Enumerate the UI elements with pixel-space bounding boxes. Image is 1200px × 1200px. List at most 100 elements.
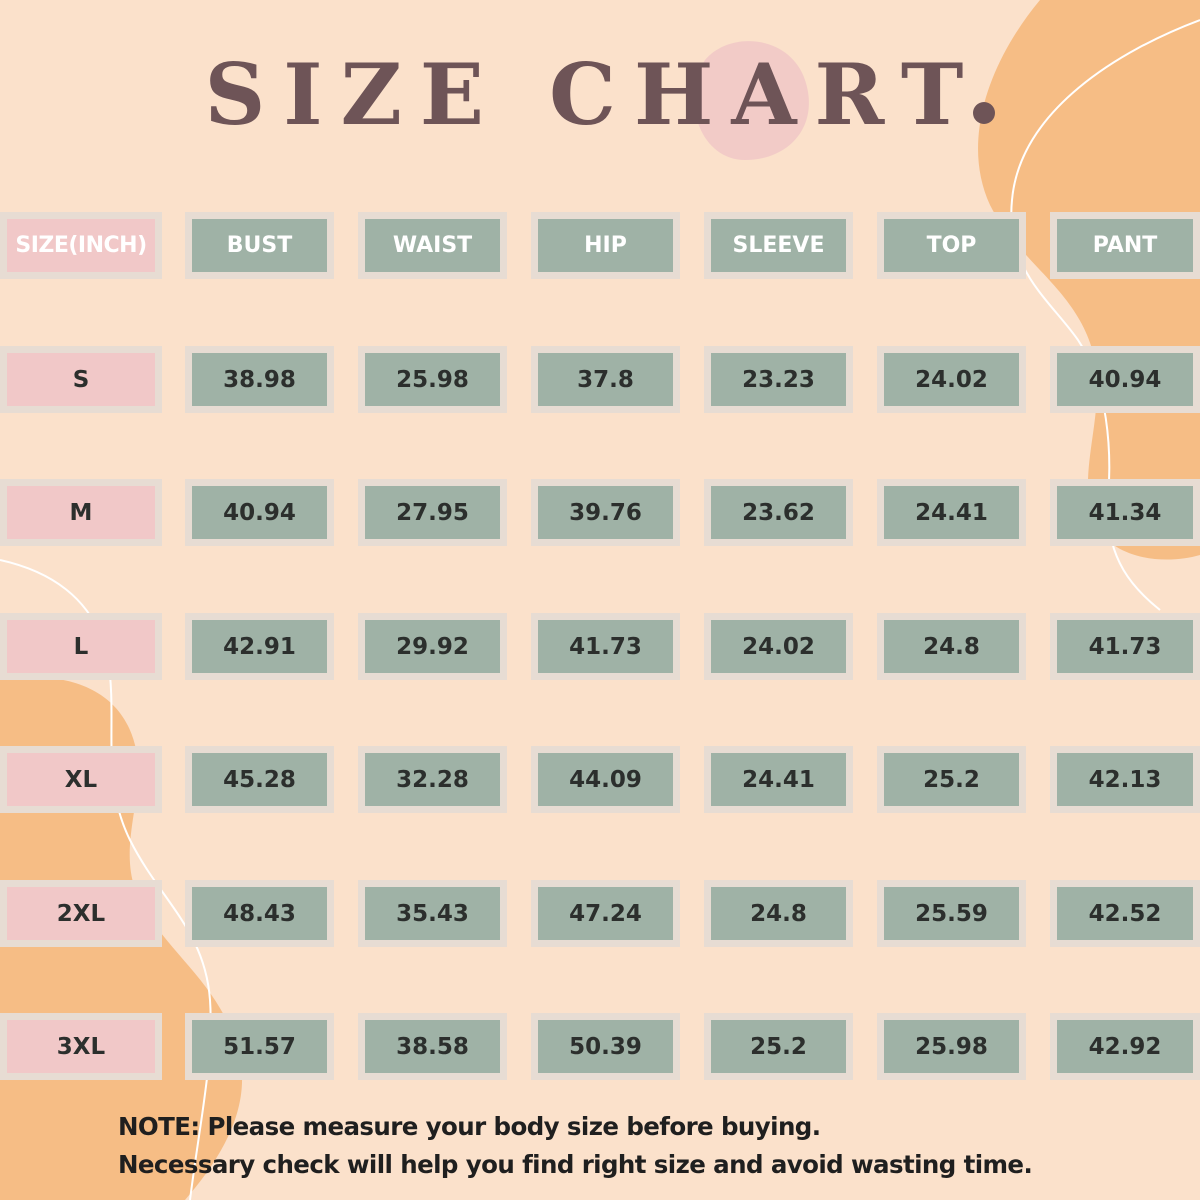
header-cell-2-text: WAIST <box>365 219 500 272</box>
value-cell-text: 24.41 <box>884 486 1019 539</box>
value-cell-text: 24.02 <box>711 620 846 673</box>
value-cell: 25.98 <box>358 346 507 413</box>
value-cell: 42.13 <box>1050 746 1200 813</box>
value-cell-text: 23.23 <box>711 353 846 406</box>
value-cell: 25.59 <box>877 880 1026 947</box>
value-cell-text: 42.92 <box>1057 1020 1193 1073</box>
value-cell-text: 32.28 <box>365 753 500 806</box>
header-cell-1: BUST <box>185 212 334 279</box>
value-cell-text: 41.34 <box>1057 486 1193 539</box>
header-cell-0-text: SIZE(INCH) <box>7 219 155 272</box>
value-cell-text: 27.95 <box>365 486 500 539</box>
header-cell-4: SLEEVE <box>704 212 853 279</box>
value-cell-text: 24.8 <box>711 887 846 940</box>
value-cell-text: 25.2 <box>711 1020 846 1073</box>
value-cell-text: 25.59 <box>884 887 1019 940</box>
value-cell: 41.73 <box>531 613 680 680</box>
value-cell-text: 24.41 <box>711 753 846 806</box>
value-cell-text: 50.39 <box>538 1020 673 1073</box>
value-cell-text: 42.52 <box>1057 887 1193 940</box>
value-cell: 35.43 <box>358 880 507 947</box>
value-cell: 47.24 <box>531 880 680 947</box>
value-cell: 29.92 <box>358 613 507 680</box>
value-cell: 37.8 <box>531 346 680 413</box>
size-label-cell: 2XL <box>0 880 162 947</box>
value-cell-text: 41.73 <box>1057 620 1193 673</box>
value-cell: 39.76 <box>531 479 680 546</box>
value-cell: 38.98 <box>185 346 334 413</box>
header-cell-4-text: SLEEVE <box>711 219 846 272</box>
value-cell: 24.02 <box>704 613 853 680</box>
size-label-cell: M <box>0 479 162 546</box>
header-cell-1-text: BUST <box>192 219 327 272</box>
value-cell: 40.94 <box>185 479 334 546</box>
value-cell: 42.91 <box>185 613 334 680</box>
header-cell-0: SIZE(INCH) <box>0 212 162 279</box>
value-cell: 23.62 <box>704 479 853 546</box>
value-cell-text: 24.02 <box>884 353 1019 406</box>
value-cell: 25.98 <box>877 1013 1026 1080</box>
value-cell: 24.41 <box>877 479 1026 546</box>
value-cell-text: 40.94 <box>192 486 327 539</box>
size-label-cell-text: S <box>7 353 155 406</box>
value-cell-text: 48.43 <box>192 887 327 940</box>
value-cell: 40.94 <box>1050 346 1200 413</box>
size-label-cell-text: M <box>7 486 155 539</box>
note-line-2: Necessary check will help you find right… <box>118 1150 1033 1179</box>
value-cell: 25.2 <box>877 746 1026 813</box>
size-label-cell-text: XL <box>7 753 155 806</box>
value-cell-text: 25.98 <box>365 353 500 406</box>
value-cell: 42.52 <box>1050 880 1200 947</box>
size-label-cell: L <box>0 613 162 680</box>
value-cell: 25.2 <box>704 1013 853 1080</box>
value-cell: 23.23 <box>704 346 853 413</box>
size-label-cell-text: L <box>7 620 155 673</box>
value-cell: 50.39 <box>531 1013 680 1080</box>
value-cell-text: 35.43 <box>365 887 500 940</box>
value-cell: 24.8 <box>704 880 853 947</box>
note-block: NOTE: Please measure your body size befo… <box>118 1108 1178 1184</box>
value-cell-text: 47.24 <box>538 887 673 940</box>
value-cell: 38.58 <box>358 1013 507 1080</box>
value-cell: 32.28 <box>358 746 507 813</box>
size-label-cell-text: 3XL <box>7 1020 155 1073</box>
value-cell: 24.02 <box>877 346 1026 413</box>
value-cell: 48.43 <box>185 880 334 947</box>
value-cell-text: 41.73 <box>538 620 673 673</box>
value-cell-text: 40.94 <box>1057 353 1193 406</box>
value-cell-text: 42.13 <box>1057 753 1193 806</box>
header-cell-3-text: HIP <box>538 219 673 272</box>
value-cell: 42.92 <box>1050 1013 1200 1080</box>
value-cell: 27.95 <box>358 479 507 546</box>
header-cell-6-text: PANT <box>1057 219 1193 272</box>
value-cell: 41.34 <box>1050 479 1200 546</box>
note-line-1: NOTE: Please measure your body size befo… <box>118 1112 821 1141</box>
value-cell-text: 23.62 <box>711 486 846 539</box>
value-cell-text: 51.57 <box>192 1020 327 1073</box>
header-cell-2: WAIST <box>358 212 507 279</box>
title-dot-icon <box>973 102 996 124</box>
value-cell-text: 38.58 <box>365 1020 500 1073</box>
value-cell-text: 24.8 <box>884 620 1019 673</box>
value-cell-text: 25.98 <box>884 1020 1019 1073</box>
value-cell-text: 38.98 <box>192 353 327 406</box>
header-cell-3: HIP <box>531 212 680 279</box>
header-cell-6: PANT <box>1050 212 1200 279</box>
size-label-cell: S <box>0 346 162 413</box>
size-label-cell-text: 2XL <box>7 887 155 940</box>
value-cell-text: 39.76 <box>538 486 673 539</box>
value-cell-text: 45.28 <box>192 753 327 806</box>
blob-top-right <box>978 0 1200 560</box>
value-cell-text: 44.09 <box>538 753 673 806</box>
value-cell-text: 37.8 <box>538 353 673 406</box>
header-cell-5-text: TOP <box>884 219 1019 272</box>
blob-pink-title <box>694 41 809 160</box>
value-cell: 24.8 <box>877 613 1026 680</box>
value-cell: 24.41 <box>704 746 853 813</box>
value-cell: 44.09 <box>531 746 680 813</box>
value-cell: 45.28 <box>185 746 334 813</box>
value-cell-text: 29.92 <box>365 620 500 673</box>
value-cell: 51.57 <box>185 1013 334 1080</box>
size-label-cell: XL <box>0 746 162 813</box>
